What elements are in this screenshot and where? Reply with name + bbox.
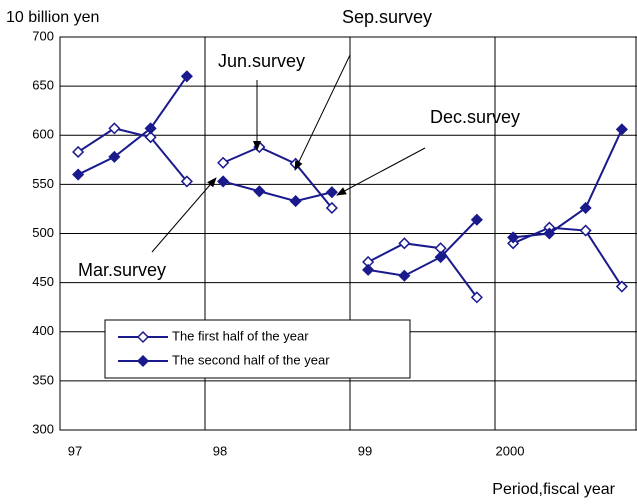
arrow	[336, 147, 426, 196]
data-point	[507, 231, 520, 244]
y-tick-label: 500	[32, 225, 54, 240]
series-line	[367, 242, 478, 298]
legend-label: The second half of the year	[172, 352, 330, 367]
data-point	[325, 201, 338, 215]
annotation: Mar.survey	[78, 260, 166, 280]
data-point	[398, 237, 411, 250]
y-tick-label: 550	[32, 176, 54, 191]
data-point	[108, 122, 121, 135]
data-point	[289, 195, 302, 208]
data-point	[108, 150, 121, 163]
y-tick-label: 600	[32, 127, 54, 142]
data-point	[579, 224, 592, 237]
x-tick-label: 2000	[496, 443, 525, 458]
data-point	[72, 145, 85, 159]
arrow	[294, 54, 351, 171]
y-tick-label: 450	[32, 274, 54, 289]
legend-marker	[136, 354, 150, 368]
data-point	[579, 201, 592, 215]
data-point	[470, 213, 483, 226]
data-point	[615, 123, 628, 136]
series-line	[513, 128, 623, 239]
data-point	[362, 263, 375, 276]
data-point	[217, 175, 230, 188]
legend-label: The first half of the year	[172, 328, 309, 343]
arrow	[151, 177, 217, 253]
annotation: Sep.survey	[342, 7, 432, 27]
y-tick-label: 400	[32, 323, 54, 338]
series-line	[77, 127, 188, 183]
annotation: Dec.survey	[430, 107, 520, 127]
data-point	[180, 175, 193, 188]
data-point	[217, 156, 230, 169]
series-line	[367, 219, 478, 277]
data-point	[144, 122, 157, 135]
legend-box	[104, 319, 411, 379]
data-point	[72, 168, 85, 181]
data-point	[180, 70, 193, 83]
y-tick-label: 700	[32, 28, 54, 43]
y-tick-label: 350	[32, 372, 54, 387]
data-point	[398, 269, 411, 282]
data-point	[253, 140, 266, 154]
x-tick-label: 97	[68, 443, 82, 458]
x-tick-label: 98	[213, 443, 227, 458]
y-tick-label: 300	[32, 421, 54, 436]
annotation: Jun.survey	[218, 51, 305, 71]
series-line	[222, 180, 333, 203]
data-point	[470, 291, 483, 304]
legend-marker	[136, 330, 150, 344]
legend: The first half of the year The second hal…	[104, 319, 411, 379]
x-tick-label: 99	[358, 443, 372, 458]
series-line	[77, 75, 188, 176]
data-point	[144, 131, 157, 144]
y-tick-label: 650	[32, 78, 54, 93]
series-line	[222, 145, 333, 209]
x-axis-title: Period,fiscal year	[492, 481, 615, 498]
data-point	[325, 186, 338, 199]
data-point	[615, 280, 628, 293]
data-point	[543, 227, 556, 240]
data-point	[253, 185, 266, 198]
y-axis-title: 10 billion yen	[6, 9, 99, 26]
data-point	[434, 251, 447, 264]
